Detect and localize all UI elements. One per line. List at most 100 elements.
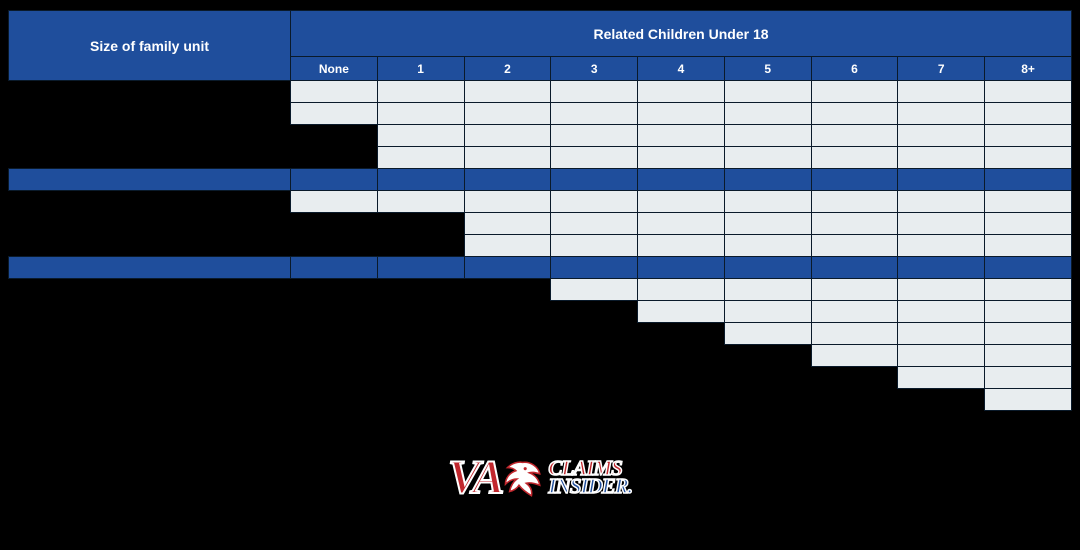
data-cell	[898, 301, 985, 323]
table-row	[9, 345, 1072, 367]
data-cell	[291, 147, 378, 169]
data-cell	[985, 323, 1072, 345]
table-row	[9, 169, 1072, 191]
header-children: Related Children Under 18	[291, 11, 1072, 57]
data-cell	[551, 103, 638, 125]
row-label-cell	[9, 389, 291, 411]
logo-text-stack: CLAIMS INSIDER.	[548, 460, 632, 496]
data-cell	[811, 301, 898, 323]
data-cell	[551, 235, 638, 257]
column-header: 8+	[985, 57, 1072, 81]
row-label-cell	[9, 147, 291, 169]
data-cell	[638, 301, 725, 323]
data-cell	[464, 323, 551, 345]
data-cell	[985, 367, 1072, 389]
data-cell	[551, 301, 638, 323]
data-cell	[811, 191, 898, 213]
data-cell	[724, 257, 811, 279]
data-cell	[464, 345, 551, 367]
data-cell	[638, 323, 725, 345]
data-cell	[898, 389, 985, 411]
data-cell	[291, 81, 378, 103]
data-cell	[464, 301, 551, 323]
column-header: 5	[724, 57, 811, 81]
row-label-cell	[9, 213, 291, 235]
data-cell	[638, 213, 725, 235]
data-cell	[811, 213, 898, 235]
column-header: None	[291, 57, 378, 81]
data-cell	[724, 191, 811, 213]
table-row	[9, 389, 1072, 411]
column-header: 7	[898, 57, 985, 81]
data-cell	[291, 257, 378, 279]
data-cell	[377, 367, 464, 389]
row-label-cell	[9, 81, 291, 103]
data-cell	[551, 191, 638, 213]
data-cell	[464, 125, 551, 147]
data-cell	[464, 235, 551, 257]
data-cell	[291, 191, 378, 213]
row-label-cell	[9, 103, 291, 125]
table-row	[9, 191, 1072, 213]
data-cell	[898, 103, 985, 125]
row-label-cell	[9, 323, 291, 345]
row-label-cell	[9, 367, 291, 389]
header-family-size: Size of family unit	[9, 11, 291, 81]
table-row	[9, 125, 1072, 147]
row-label-cell	[9, 125, 291, 147]
table-row	[9, 147, 1072, 169]
data-cell	[898, 147, 985, 169]
data-cell	[464, 169, 551, 191]
table-row	[9, 367, 1072, 389]
data-cell	[985, 279, 1072, 301]
data-cell	[898, 169, 985, 191]
data-cell	[724, 389, 811, 411]
va-claims-insider-logo: VA CLAIMS INSIDER.	[448, 450, 632, 505]
data-cell	[377, 301, 464, 323]
data-cell	[811, 103, 898, 125]
data-cell	[811, 125, 898, 147]
data-cell	[377, 81, 464, 103]
data-cell	[724, 81, 811, 103]
row-label-cell	[9, 345, 291, 367]
data-cell	[291, 125, 378, 147]
data-cell	[377, 235, 464, 257]
data-cell	[898, 279, 985, 301]
data-cell	[985, 125, 1072, 147]
data-cell	[551, 367, 638, 389]
data-cell	[464, 257, 551, 279]
data-cell	[638, 81, 725, 103]
data-cell	[464, 191, 551, 213]
data-cell	[811, 257, 898, 279]
data-cell	[985, 389, 1072, 411]
data-cell	[724, 345, 811, 367]
data-cell	[724, 147, 811, 169]
data-cell	[638, 191, 725, 213]
data-cell	[551, 213, 638, 235]
data-cell	[377, 213, 464, 235]
data-cell	[985, 345, 1072, 367]
data-cell	[898, 125, 985, 147]
data-cell	[724, 301, 811, 323]
data-cell	[638, 103, 725, 125]
poverty-threshold-table: Size of family unit Related Children Und…	[8, 10, 1072, 411]
data-cell	[291, 169, 378, 191]
data-cell	[724, 169, 811, 191]
data-cell	[551, 147, 638, 169]
data-cell	[811, 169, 898, 191]
data-cell	[985, 191, 1072, 213]
row-label-cell	[9, 301, 291, 323]
data-cell	[377, 323, 464, 345]
data-cell	[377, 279, 464, 301]
data-cell	[551, 279, 638, 301]
data-cell	[551, 323, 638, 345]
data-cell	[464, 103, 551, 125]
logo-container: VA CLAIMS INSIDER.	[0, 450, 1080, 505]
data-cell	[811, 345, 898, 367]
data-cell	[724, 103, 811, 125]
data-cell	[638, 235, 725, 257]
data-cell	[464, 147, 551, 169]
data-cell	[898, 367, 985, 389]
data-cell	[551, 81, 638, 103]
data-cell	[724, 125, 811, 147]
